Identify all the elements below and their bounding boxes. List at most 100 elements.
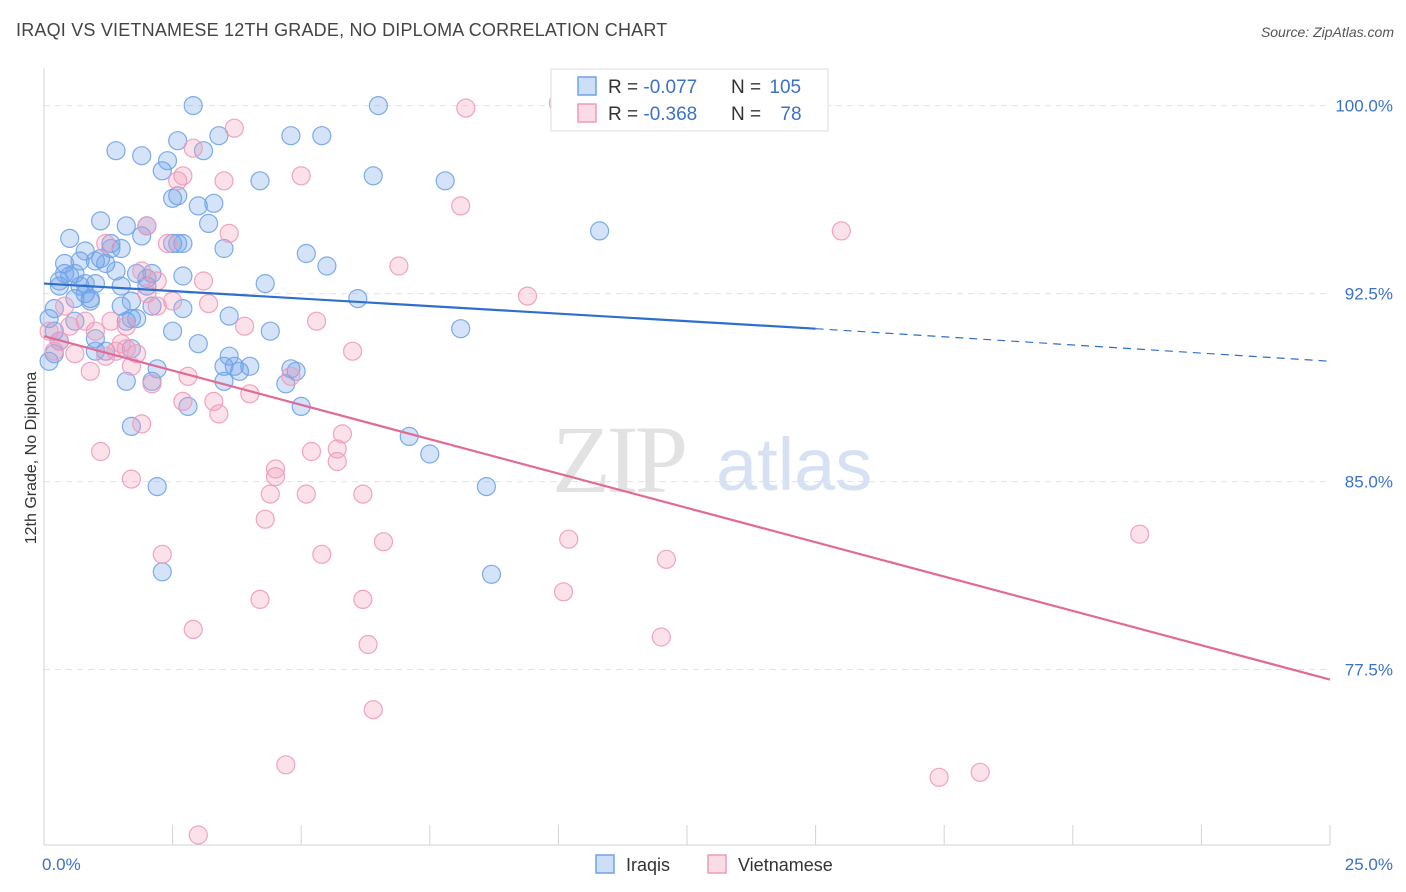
iraqis-point bbox=[111, 276, 131, 296]
iraqis-point bbox=[229, 361, 250, 381]
vietnamese-point bbox=[656, 549, 677, 569]
iraqis-point bbox=[363, 166, 383, 186]
legend-r-value-1: -0.077 bbox=[643, 77, 697, 98]
trend-lines bbox=[43, 282, 1331, 681]
iraqis-point bbox=[173, 233, 193, 254]
vietnamese-point bbox=[456, 98, 476, 118]
vietnamese-point bbox=[121, 469, 141, 489]
vietnamese-point bbox=[265, 459, 286, 479]
bottom-legend-label-vietnamese: Vietnamese bbox=[738, 855, 833, 875]
vietnamese-point bbox=[353, 484, 373, 504]
vietnamese-point bbox=[363, 700, 383, 720]
vietnamese-point bbox=[96, 233, 116, 254]
iraqis-point bbox=[111, 296, 131, 316]
vietnamese-point bbox=[147, 296, 167, 316]
source-label: Source: ZipAtlas.com bbox=[1260, 24, 1394, 40]
legend-n-label-1: N = bbox=[731, 77, 766, 98]
iraqis-point bbox=[173, 299, 193, 319]
iraqis-point bbox=[90, 211, 111, 231]
iraqis-point bbox=[152, 161, 172, 181]
iraqis-point bbox=[163, 233, 183, 254]
iraqis-point bbox=[127, 309, 147, 329]
vietnamese-point bbox=[235, 316, 255, 336]
iraqis-trend-extension bbox=[815, 328, 1331, 362]
vietnamese-point bbox=[301, 441, 322, 462]
iraqis-point bbox=[204, 193, 224, 213]
iraqis-point bbox=[101, 233, 121, 254]
vietnamese-point bbox=[183, 138, 203, 158]
vietnamese-point bbox=[970, 762, 990, 782]
iraqis-point bbox=[281, 126, 301, 146]
vietnamese-point bbox=[451, 196, 471, 216]
iraqis-point bbox=[116, 216, 136, 236]
iraqis-point bbox=[260, 321, 280, 341]
vietnamese-point bbox=[60, 316, 80, 336]
vietnamese-trend-line bbox=[43, 335, 1331, 681]
legend-n-label-2: N = bbox=[731, 104, 766, 125]
iraqis-point bbox=[80, 291, 100, 311]
iraqis-point bbox=[188, 196, 208, 216]
iraqis-point bbox=[240, 356, 260, 376]
iraqis-point bbox=[188, 334, 208, 354]
watermark: ZIP atlas bbox=[552, 406, 872, 513]
vietnamese-point bbox=[157, 233, 178, 254]
vietnamese-point bbox=[281, 366, 301, 386]
iraqis-point bbox=[75, 241, 95, 261]
vietnamese-point bbox=[137, 216, 157, 236]
vietnamese-point bbox=[163, 291, 183, 311]
vietnamese-point bbox=[265, 467, 286, 487]
iraqis-point bbox=[317, 256, 337, 276]
vietnamese-point bbox=[312, 544, 332, 564]
vietnamese-point bbox=[517, 286, 538, 306]
iraqis-point bbox=[368, 95, 388, 116]
iraqis-point bbox=[199, 213, 219, 233]
vietnamese-point bbox=[291, 166, 311, 186]
iraqis-point bbox=[168, 131, 188, 151]
iraqis-point bbox=[49, 276, 70, 296]
iraqis-point bbox=[147, 477, 167, 497]
iraqis-point bbox=[214, 238, 234, 259]
iraqis-point bbox=[296, 243, 316, 264]
x-ticks bbox=[43, 825, 1331, 845]
legend-swatch-vietnamese bbox=[577, 103, 597, 123]
vietnamese-point bbox=[651, 627, 671, 647]
iraqis-point bbox=[214, 356, 234, 376]
iraqis-point bbox=[132, 146, 152, 166]
legend-swatch-iraqis bbox=[577, 76, 597, 96]
iraqis-point bbox=[435, 171, 455, 191]
iraqis-point bbox=[85, 274, 106, 294]
vietnamese-point bbox=[296, 484, 316, 504]
iraqis-point bbox=[481, 564, 502, 584]
iraqis-point bbox=[85, 329, 106, 349]
legend-series: Iraqis Vietnamese bbox=[595, 854, 833, 875]
vietnamese-point bbox=[353, 589, 373, 610]
vietnamese-point bbox=[358, 634, 378, 655]
vietnamese-point bbox=[75, 311, 95, 331]
iraqis-point bbox=[65, 289, 85, 309]
vietnamese-point bbox=[1130, 524, 1150, 544]
iraqis-point bbox=[106, 261, 126, 281]
iraqis-point bbox=[451, 319, 471, 339]
vietnamese-point bbox=[101, 311, 121, 331]
iraqis-point bbox=[281, 359, 301, 379]
iraqis-point bbox=[173, 266, 193, 286]
iraqis-point bbox=[476, 477, 496, 497]
iraqis-point bbox=[142, 296, 162, 316]
legend-r-label-2: R = bbox=[608, 104, 643, 125]
iraqis-trend-line bbox=[43, 282, 816, 330]
iraqis-point bbox=[312, 126, 332, 146]
iraqis-point bbox=[106, 141, 126, 161]
vietnamese-point bbox=[199, 294, 219, 314]
iraqis-point bbox=[250, 171, 270, 191]
vietnamese-point bbox=[929, 767, 949, 787]
x-tick-label-max: 25.0% bbox=[1345, 855, 1393, 874]
vietnamese-point bbox=[343, 341, 363, 361]
legend-r-label-1: R = bbox=[608, 77, 643, 98]
iraqis-point bbox=[152, 562, 172, 582]
iraqis-point bbox=[255, 274, 275, 294]
series-vietnamese-points bbox=[39, 93, 1150, 845]
iraqis-point bbox=[127, 263, 147, 284]
y-tick-label: 85.0% bbox=[1345, 473, 1393, 492]
bottom-legend-label-iraqis: Iraqis bbox=[626, 855, 670, 875]
